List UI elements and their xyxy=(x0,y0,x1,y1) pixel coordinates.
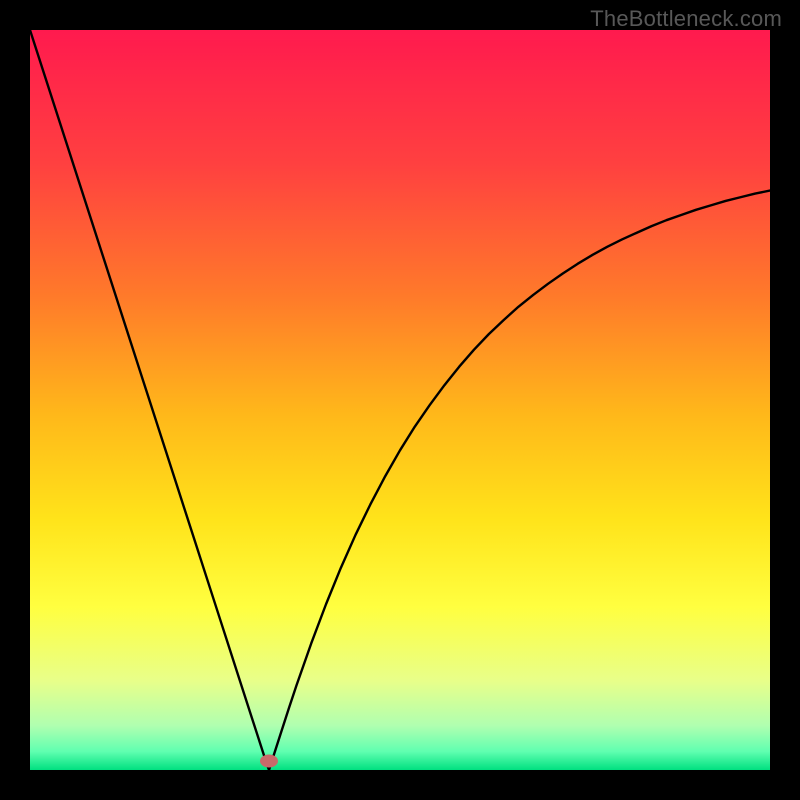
curve-layer xyxy=(30,30,770,770)
chart-container: { "watermark": { "text": "TheBottleneck.… xyxy=(0,0,800,800)
bottleneck-curve xyxy=(30,30,770,770)
plot-area xyxy=(30,30,770,770)
watermark-text: TheBottleneck.com xyxy=(590,6,782,32)
minimum-marker xyxy=(260,755,278,768)
